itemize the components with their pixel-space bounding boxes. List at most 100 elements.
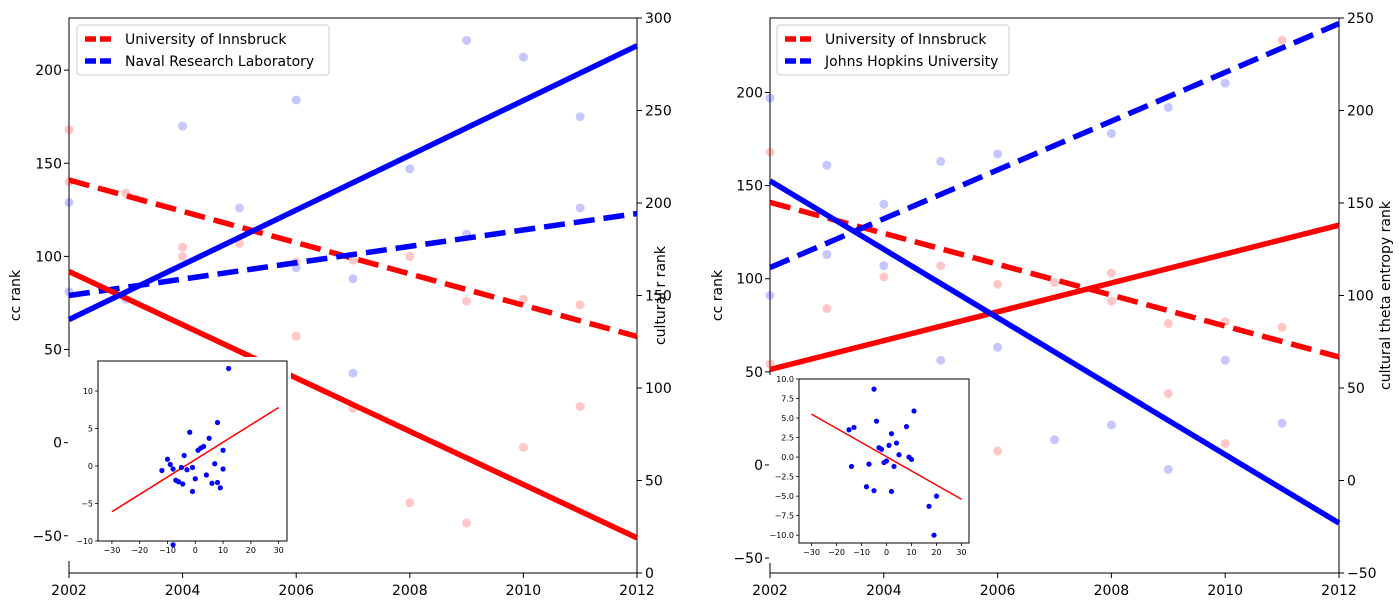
scatter-point	[879, 199, 889, 209]
left-chart-panel: 2002 2004 2006 2008 2010 2012−500501001502000…	[8, 11, 672, 599]
inset-point	[178, 464, 184, 471]
scatter-point	[765, 291, 775, 300]
inset-point	[848, 463, 855, 470]
scatter-point	[1277, 35, 1287, 45]
inset-point	[908, 456, 915, 463]
inset-point	[181, 452, 187, 459]
inset-point	[933, 493, 940, 499]
inset-y-tick-label: −10.0	[769, 531, 794, 540]
inset-y-tick-label: −7.5	[775, 512, 794, 521]
inset-point	[878, 446, 885, 452]
inset-point	[888, 488, 895, 495]
y-axis-label-left: cc rank	[710, 269, 726, 321]
scatter-point	[462, 35, 472, 45]
x-tick-label: 2010	[1207, 583, 1243, 599]
scatter-point	[178, 251, 188, 261]
y-tick-label-left: −50	[733, 551, 763, 567]
y-tick-label-right: 200	[1347, 104, 1374, 120]
inset-point	[159, 467, 165, 474]
x-tick-label: 2002	[51, 583, 87, 599]
y-tick-label-left: 50	[44, 343, 62, 359]
inset-point	[214, 479, 221, 486]
y-tick-label-left: 200	[736, 85, 763, 101]
inset-point	[888, 431, 895, 437]
scatter-point	[1220, 78, 1230, 88]
y-tick-label-right: 150	[645, 289, 672, 305]
scatter-point	[765, 147, 775, 157]
inset-point	[866, 461, 872, 467]
dashed-trend-line	[768, 21, 1341, 271]
scatter-point	[879, 261, 889, 271]
scatter-point	[993, 149, 1003, 159]
legend-box	[776, 24, 1010, 76]
inset-y-tick-label: 10	[83, 387, 93, 396]
scatter-point	[1163, 102, 1173, 112]
inset-point	[851, 424, 857, 431]
scatter-point	[1106, 268, 1116, 278]
scatter-point	[1277, 418, 1287, 428]
inset-y-tick-label: 0	[88, 462, 93, 471]
y-tick-label-left: 100	[736, 272, 763, 288]
dashed-trend-line	[68, 210, 638, 299]
inset-point	[846, 427, 852, 433]
x-tick-label: 2006	[980, 583, 1016, 599]
inset-y-tick-label: −5.0	[775, 492, 794, 501]
inset-point	[931, 532, 937, 538]
inset-point	[871, 488, 877, 494]
scatter-point	[1163, 464, 1173, 474]
inset-point	[226, 365, 232, 372]
inset-point	[873, 418, 880, 424]
inset-point	[192, 476, 198, 482]
scatter-point	[291, 95, 301, 105]
y-tick-label-left: 150	[35, 156, 62, 172]
scatter-point	[178, 121, 188, 131]
scatter-point	[405, 251, 415, 261]
scatter-point	[936, 261, 946, 271]
inset-point	[863, 484, 870, 490]
scatter-point	[234, 203, 244, 213]
scatter-point	[575, 112, 585, 122]
inset-x-tick-label: 0	[884, 548, 889, 557]
inset-x-tick-label: 30	[956, 548, 966, 557]
y-tick-label-right: 0	[645, 566, 654, 582]
inset-y-tick-label: 5	[88, 425, 93, 434]
inset-x-tick-label: 0	[193, 546, 198, 555]
inset-x-tick-label: −30	[103, 546, 120, 555]
scatter-point	[1050, 277, 1059, 287]
x-tick-label: 2002	[752, 583, 788, 599]
inset-point	[198, 445, 204, 451]
y-tick-label-right: −50	[1347, 566, 1377, 582]
inset-point	[187, 429, 193, 435]
scatter-point	[879, 272, 889, 282]
y-tick-label-right: 200	[645, 196, 672, 212]
legend-label: University of Innsbruck	[825, 32, 987, 48]
y-tick-label-right: 250	[1347, 11, 1374, 27]
scatter-point	[405, 164, 415, 174]
x-tick-label: 2006	[278, 583, 314, 599]
scatter-point	[405, 498, 415, 508]
y-axis-label-left: cc rank	[8, 269, 24, 321]
inset-x-tick-label: −30	[803, 548, 820, 557]
inset-point	[214, 419, 221, 426]
scatter-point	[462, 518, 472, 528]
y-tick-label-left: 100	[35, 249, 62, 265]
scatter-point	[575, 203, 585, 213]
y-tick-label-right: 100	[1347, 289, 1374, 305]
scatter-point	[575, 300, 585, 310]
scatter-point	[1106, 128, 1116, 138]
inset-y-tick-label: 0.0	[781, 453, 794, 462]
inset-x-tick-label: 30	[274, 546, 284, 555]
scatter-point	[1220, 439, 1230, 448]
inset-point	[903, 424, 910, 430]
inset-point	[189, 464, 196, 471]
x-tick-label: 2004	[866, 583, 902, 599]
inset-point	[212, 461, 218, 467]
scatter-point	[993, 279, 1003, 289]
scatter-point	[1163, 318, 1173, 328]
y-tick-label-right: 100	[645, 381, 672, 397]
inset-frame	[97, 360, 288, 542]
y-tick-label-right: 50	[645, 474, 663, 490]
scatter-point	[1277, 322, 1287, 332]
y-tick-label-right: 150	[1347, 196, 1374, 212]
